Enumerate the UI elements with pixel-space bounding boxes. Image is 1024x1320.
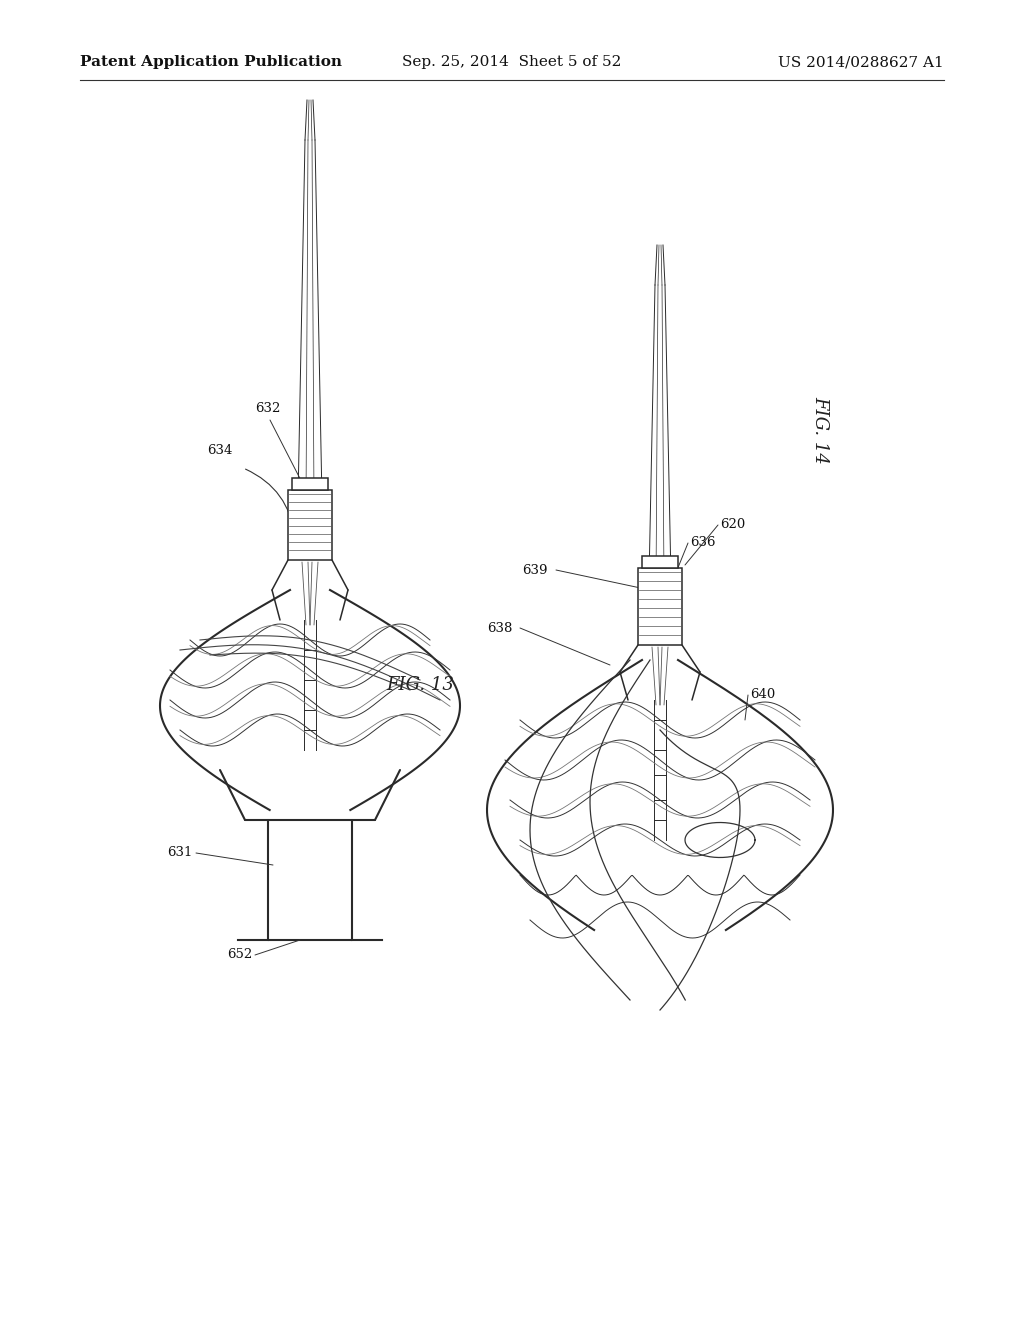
Text: 640: 640 [750,689,775,701]
Text: Sep. 25, 2014  Sheet 5 of 52: Sep. 25, 2014 Sheet 5 of 52 [402,55,622,69]
FancyArrowPatch shape [246,469,295,537]
Bar [638,568,682,645]
Text: FIG. 13: FIG. 13 [386,676,454,694]
Text: 639: 639 [522,564,548,577]
Text: 652: 652 [227,949,253,961]
Text: 631: 631 [167,846,193,859]
Text: Patent Application Publication: Patent Application Publication [80,55,342,69]
Bar [293,478,328,490]
Text: FIG. 14: FIG. 14 [811,396,829,463]
Bar [288,490,332,560]
Text: 620: 620 [720,519,745,532]
Bar [642,556,678,568]
Text: 638: 638 [486,622,512,635]
Text: 632: 632 [255,401,281,414]
Text: US 2014/0288627 A1: US 2014/0288627 A1 [778,55,944,69]
Text: 636: 636 [690,536,716,549]
Text: 634: 634 [207,444,232,457]
